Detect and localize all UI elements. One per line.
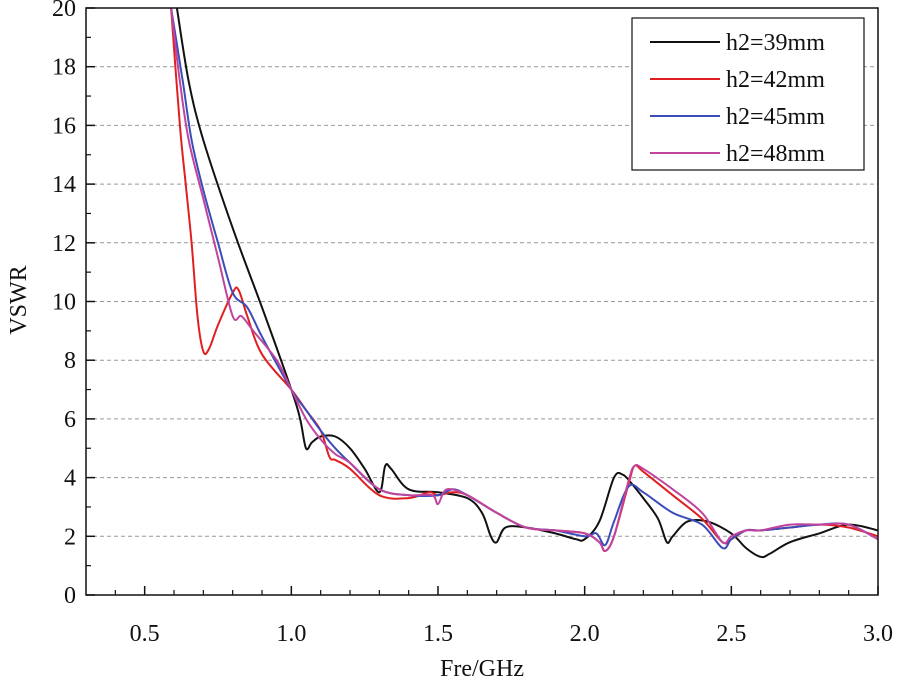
x-axis-title: Fre/GHz xyxy=(440,656,524,682)
tick-labels: 0 2 4 6 8 10 12 14 16 18 20 0.5 1.0 1.5 2.0 2.5 3.0 xyxy=(52,0,893,647)
legend-label: h2=45mm xyxy=(726,104,825,130)
x-tick-label: 0.5 xyxy=(130,621,160,647)
y-tick-label: 18 xyxy=(52,55,76,81)
x-tick-label: 2.0 xyxy=(570,621,600,647)
legend-label: h2=42mm xyxy=(726,67,825,93)
x-tick-label: 3.0 xyxy=(863,621,893,647)
y-tick-label: 16 xyxy=(52,113,76,139)
y-tick-label: 2 xyxy=(64,524,76,550)
y-tick-label: 20 xyxy=(52,0,76,22)
y-axis-title: VSWR xyxy=(6,265,32,334)
series-line-h2=48mm xyxy=(170,8,878,553)
axis-ticks xyxy=(86,7,879,596)
y-tick-label: 12 xyxy=(52,231,76,257)
y-tick-label: 0 xyxy=(64,583,76,609)
y-tick-label: 10 xyxy=(52,290,76,316)
legend-label: h2=39mm xyxy=(726,30,825,56)
legend-label: h2=48mm xyxy=(726,141,825,167)
y-tick-label: 6 xyxy=(64,407,76,433)
series-line-h2=39mm xyxy=(175,8,878,559)
y-tick-label: 4 xyxy=(64,466,76,492)
y-tick-label: 14 xyxy=(52,172,76,198)
legend-box xyxy=(631,17,865,171)
legend: h2=39mm h2=42mm h2=45mm h2=48mm xyxy=(631,17,865,171)
x-tick-label: 1.0 xyxy=(276,621,306,647)
y-tick-label: 8 xyxy=(64,348,76,374)
x-tick-label: 1.5 xyxy=(423,621,453,647)
series-layer xyxy=(170,8,878,559)
x-tick-label: 2.5 xyxy=(716,621,746,647)
